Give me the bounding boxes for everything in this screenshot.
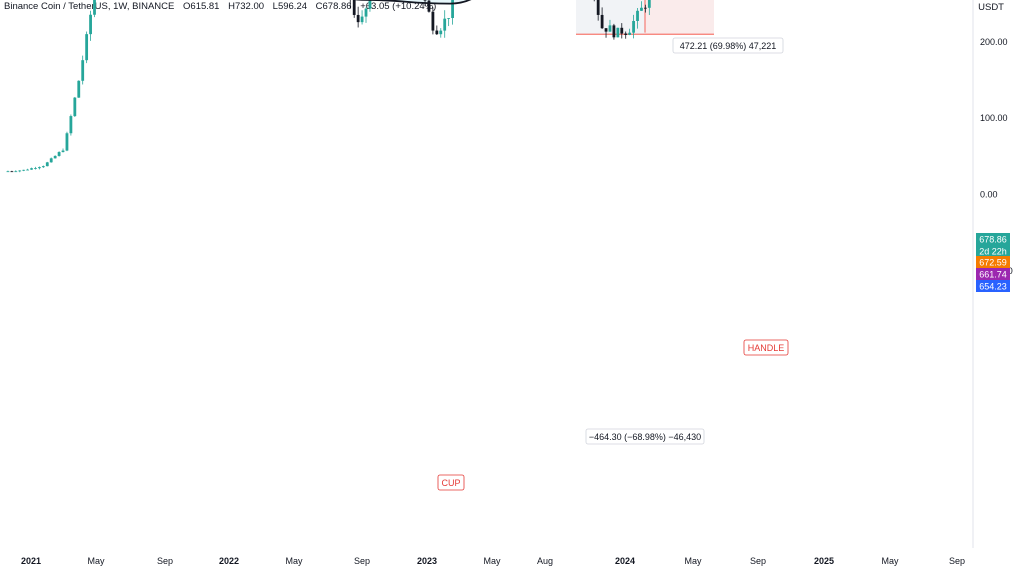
- candle-body: [356, 14, 360, 23]
- cup-label-bg: [437, 474, 465, 491]
- candle-body: [612, 25, 616, 38]
- candle-body: [427, 0, 431, 12]
- candle-body: [439, 30, 443, 35]
- measure-up-label: 472.21 (69.98%) 47,221: [680, 41, 777, 51]
- candle-body: [431, 11, 435, 31]
- x-tick-label: Sep: [750, 556, 766, 566]
- candle-body: [41, 166, 45, 168]
- candle-body: [6, 171, 10, 173]
- price-tag-bg: [976, 268, 1010, 280]
- price-tag-bg: [976, 245, 1010, 257]
- candle-body: [30, 168, 33, 170]
- candle-body: [22, 169, 26, 171]
- x-tick-label: May: [684, 556, 702, 566]
- candle-body: [81, 60, 85, 81]
- price-tag: 654.23: [979, 282, 1007, 292]
- price-tag-bg: [976, 280, 1010, 292]
- x-tick-label: 2023: [417, 556, 437, 566]
- y-tick-label: 100.00: [980, 113, 1008, 123]
- price-tag: 678.86: [979, 235, 1007, 245]
- candle-body: [620, 27, 624, 34]
- x-tick-label: May: [87, 556, 105, 566]
- candle-body: [10, 171, 14, 173]
- price-tag-bg: [976, 233, 1010, 245]
- candle-body: [65, 133, 69, 151]
- ohlc-close: C678.86: [315, 1, 352, 12]
- price-tag: 661.74: [979, 270, 1007, 280]
- candle-body: [49, 158, 53, 163]
- candle-body: [38, 167, 41, 169]
- x-tick-label: Sep: [157, 556, 173, 566]
- candle-body: [368, 0, 372, 9]
- ohlc-high: H732.00: [228, 1, 265, 12]
- x-tick-label: 2021: [21, 556, 41, 566]
- candle-body: [628, 32, 632, 35]
- handle-label-bg: [743, 339, 789, 356]
- candle-body: [77, 80, 81, 98]
- x-tick-label: 2022: [219, 556, 239, 566]
- ohlc-low: L596.24: [272, 1, 308, 12]
- candle-body: [18, 170, 22, 172]
- candle-body: [57, 152, 61, 156]
- ohlc-change: +63.05 (+10.24%): [360, 1, 437, 12]
- price-tag: 672.59: [979, 258, 1007, 268]
- ohlc-open: O615.81: [183, 1, 220, 12]
- y-tick-label: 0.00: [980, 190, 998, 200]
- candle-body: [451, 0, 454, 19]
- candle-body: [632, 20, 635, 33]
- candle-body: [61, 150, 65, 153]
- x-tick-label: May: [285, 556, 303, 566]
- measure-down-red: [645, 0, 714, 35]
- handle-label: HANDLE: [748, 343, 785, 353]
- candle-body: [69, 116, 73, 134]
- candle-body: [447, 18, 451, 19]
- candle-body: [364, 8, 368, 17]
- candle-body: [636, 10, 639, 21]
- x-tick-label: 2025: [814, 556, 834, 566]
- candle-body: [89, 14, 92, 35]
- candle-body: [643, 7, 647, 9]
- candle-body: [14, 171, 18, 173]
- cup-curve: [353, 0, 472, 5]
- candle-body: [26, 169, 30, 171]
- candle-body: [600, 14, 604, 29]
- candle-body: [596, 0, 600, 15]
- x-tick-label: May: [483, 556, 501, 566]
- measure-down-label: −464.30 (−68.98%) −46,430: [589, 432, 701, 442]
- candle-body: [624, 33, 628, 35]
- measure-up-label-bg: [672, 37, 784, 54]
- candle-body: [352, 0, 356, 15]
- x-tick-label: 2024: [615, 556, 635, 566]
- candle-body: [608, 25, 612, 32]
- candle-body: [616, 27, 620, 38]
- candle-body: [443, 18, 447, 31]
- x-tick-label: Aug: [537, 556, 553, 566]
- x-tick-label: Sep: [354, 556, 370, 566]
- price-tag: 2d 22h: [979, 247, 1007, 257]
- candle-body: [45, 162, 49, 167]
- candle-body: [85, 34, 89, 61]
- x-tick-label: Sep: [949, 556, 965, 566]
- candle-body: [73, 97, 77, 117]
- cup-label: CUP: [441, 478, 460, 488]
- candle-body: [647, 0, 651, 8]
- currency-unit[interactable]: USDT: [978, 2, 1004, 13]
- candle-body: [435, 30, 439, 35]
- x-tick-label: May: [881, 556, 899, 566]
- candle-body: [604, 28, 608, 32]
- candle-body: [360, 16, 364, 23]
- measure-down-label-bg: [585, 428, 705, 445]
- candle-body: [53, 155, 57, 159]
- candle-body: [640, 7, 643, 11]
- candle-body: [34, 168, 37, 169]
- candle-body: [93, 0, 96, 15]
- candle-body: [423, 0, 427, 1]
- symbol-header: Binance Coin / TetherUS, 1W, BINANCE O61…: [4, 1, 442, 12]
- symbol-name[interactable]: Binance Coin / TetherUS, 1W, BINANCE: [4, 1, 175, 12]
- y-tick-label: 200.00: [980, 37, 1008, 47]
- price-tag-bg: [976, 256, 1010, 268]
